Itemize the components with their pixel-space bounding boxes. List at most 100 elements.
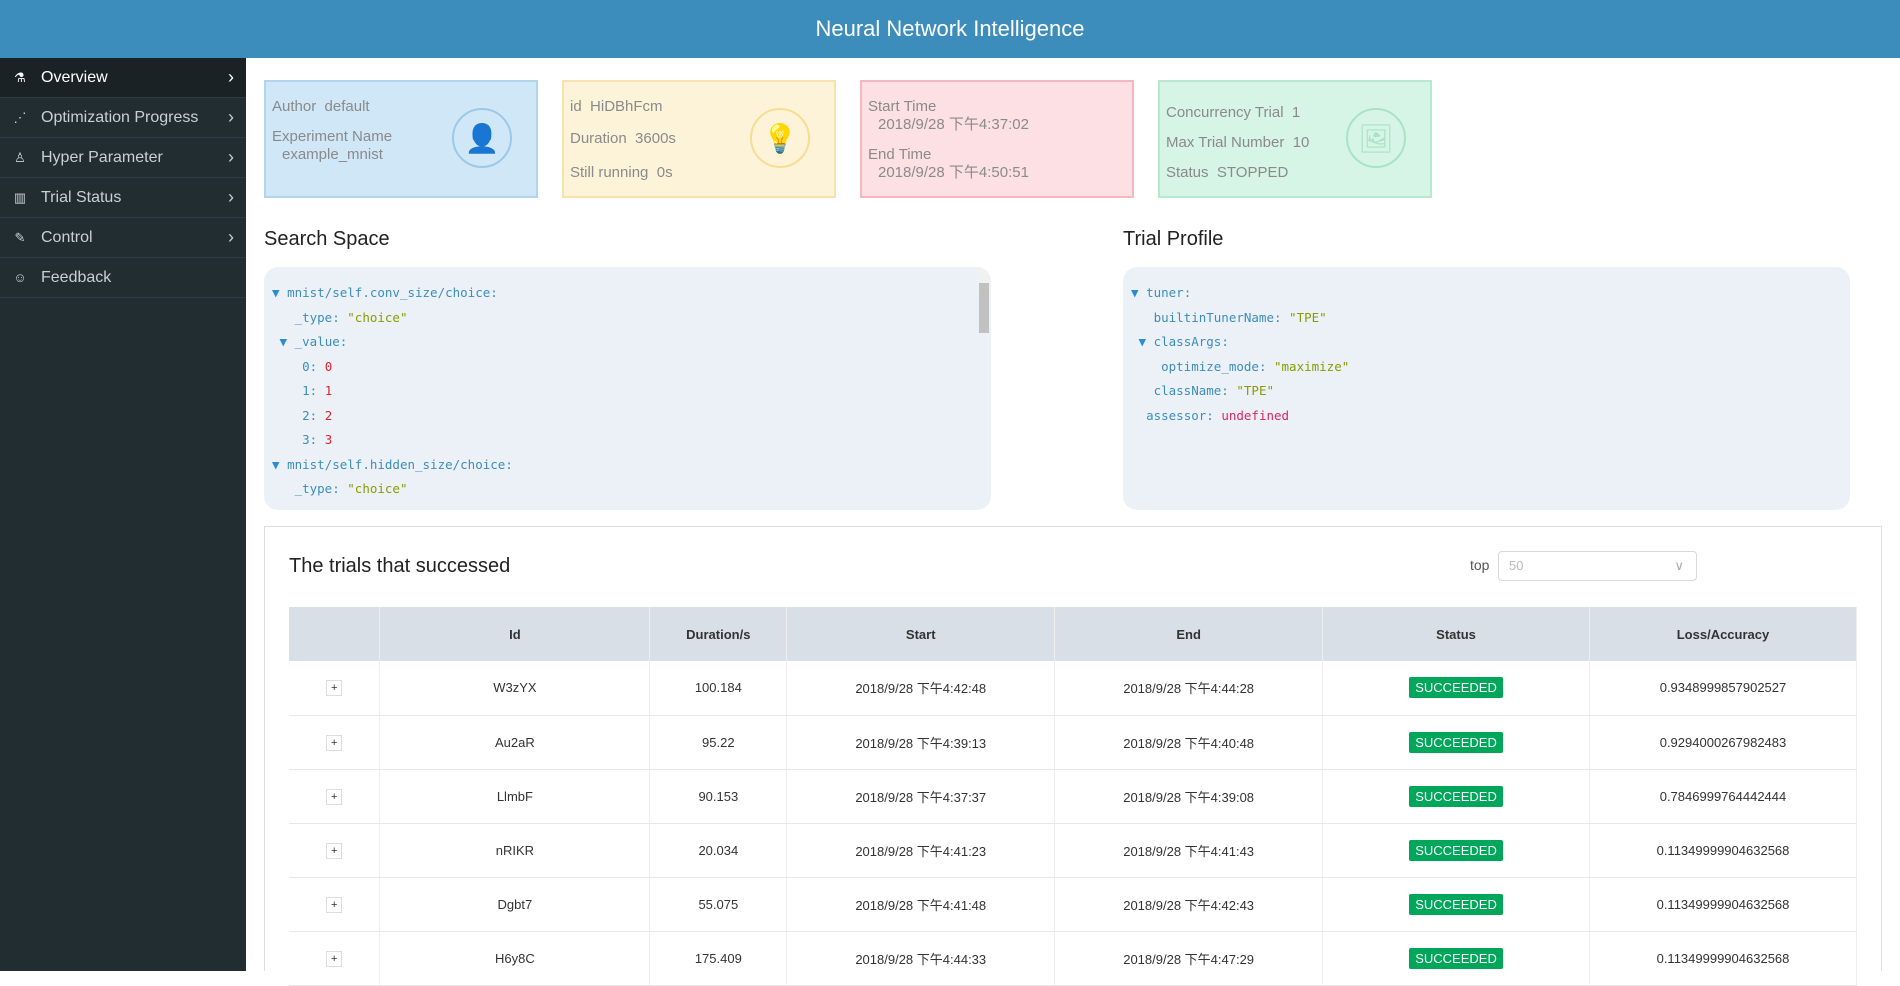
concurrency-label: Concurrency Trial [1166, 104, 1284, 121]
author-card: Author default Experiment Name example_m… [264, 80, 538, 198]
author-value: default [324, 98, 370, 115]
table-cell: + [289, 877, 381, 932]
table-cell: 0.11349999904632568 [1589, 823, 1858, 878]
table-cell: SUCCEEDED [1322, 931, 1590, 986]
succeeded-trials-panel: The trials that successed top 50 ∨ Id Dura… [264, 526, 1882, 986]
table-row: + W3zYX 100.184 2018/9/28 下午4:42:48 2018/9/2… [289, 661, 1858, 716]
expand-button[interactable]: + [326, 950, 343, 967]
table-cell: SUCCEEDED [1322, 769, 1590, 824]
top-label: top [1470, 557, 1490, 573]
chevron-down-icon: ∨ [1674, 558, 1684, 573]
sidebar-item-label: Control [41, 228, 93, 246]
table-cell: 20.034 [649, 823, 788, 878]
max-trial-value: 10 [1292, 134, 1310, 151]
table-cell: + [289, 661, 381, 716]
table-cell: + [289, 823, 381, 878]
sidebar-item-feedback[interactable]: ☺ Feedback [0, 258, 246, 298]
table-cell: 0.11349999904632568 [1589, 931, 1858, 986]
column-header: Duration/s [649, 607, 788, 661]
top-select-value: 50 [1509, 558, 1524, 573]
table-cell: 2018/9/28 下午4:39:13 [786, 715, 1056, 770]
table-row: + Dgbt7 55.075 2018/9/28 下午4:41:48 2018/9/28… [289, 877, 1858, 932]
table-cell: 95.22 [649, 715, 788, 770]
search-space-json[interactable]: ▼ mnist/self.conv_size/choice: _type: "c… [264, 267, 991, 510]
table-cell: SUCCEEDED [1322, 823, 1590, 878]
trials-table: Id Duration/s Start End Status Loss/Accuracy … [289, 607, 1858, 986]
expand-button[interactable]: + [326, 842, 343, 859]
column-header: Id [379, 607, 651, 661]
trials-title: The trials that successed [289, 555, 511, 577]
top-select[interactable]: 50 ∨ [1498, 551, 1697, 581]
image-icon: 🖼 [1346, 108, 1406, 168]
time-card: Start Time 2018/9/28 下午4:37:02 End Time … [860, 80, 1134, 198]
sidebar-item-trial-status[interactable]: ▥ Trial Status › [0, 178, 246, 218]
table-cell: 2018/9/28 下午4:42:43 [1054, 877, 1324, 932]
table-cell: 100.184 [649, 661, 788, 716]
table-cell: SUCCEEDED [1322, 661, 1590, 716]
table-cell: LlmbF [379, 769, 651, 824]
still-running-value: 0s [656, 164, 673, 181]
chevron-right-icon: › [228, 227, 234, 247]
expand-button[interactable]: + [326, 734, 343, 751]
table-cell: 90.153 [649, 769, 788, 824]
flask-icon: ⚗ [14, 69, 26, 85]
sidebar: ⚗ Overview › ⋰ Optimization Progress › ♙ Hyper … [0, 58, 246, 971]
expand-button[interactable]: + [326, 896, 343, 913]
experiment-name-value: example_mnist [282, 146, 383, 163]
trial-profile-title: Trial Profile [1123, 228, 1224, 250]
experiment-name-label: Experiment Name [272, 128, 393, 145]
table-cell: Dgbt7 [379, 877, 651, 932]
lightbulb-icon: 💡 [750, 108, 810, 168]
app-header: Neural Network Intelligence [0, 0, 1900, 58]
id-label: id [570, 98, 582, 115]
table-cell: W3zYX [379, 661, 651, 716]
scatter-chart-icon: ⋰ [13, 109, 27, 125]
table-cell: 2018/9/28 下午4:39:08 [1054, 769, 1324, 824]
table-cell: 2018/9/28 下午4:41:48 [786, 877, 1056, 932]
status-label: Status [1166, 164, 1209, 181]
table-row: + Au2aR 95.22 2018/9/28 下午4:39:13 2018/9/28 … [289, 715, 1858, 770]
table-cell: SUCCEEDED [1322, 877, 1590, 932]
end-time-value: 2018/9/28 下午4:50:51 [878, 164, 1029, 181]
column-header: Start [786, 607, 1056, 661]
table-row: + LlmbF 90.153 2018/9/28 下午4:37:37 2018/9/28… [289, 769, 1858, 824]
sidebar-item-control[interactable]: ✎ Control › [0, 218, 246, 258]
table-cell: H6y8C [379, 931, 651, 986]
bar-chart-icon: ▥ [13, 189, 27, 205]
table-cell: SUCCEEDED [1322, 715, 1590, 770]
table-cell: 2018/9/28 下午4:47:29 [1054, 931, 1324, 986]
table-cell: 0.9294000267982483 [1589, 715, 1858, 770]
search-space-title: Search Space [264, 228, 390, 250]
table-cell: 2018/9/28 下午4:40:48 [1054, 715, 1324, 770]
id-card: id HiDBhFcm Duration 3600s Still running… [562, 80, 836, 198]
author-label: Author [272, 98, 317, 115]
sidebar-item-optimization-progress[interactable]: ⋰ Optimization Progress › [0, 98, 246, 138]
chevron-right-icon: › [228, 187, 234, 207]
table-cell: 0.9348999857902527 [1589, 661, 1858, 716]
status-badge: SUCCEEDED [1409, 839, 1503, 861]
start-time-value: 2018/9/28 下午4:37:02 [878, 116, 1029, 133]
status-badge: SUCCEEDED [1409, 893, 1503, 915]
status-value: STOPPED [1216, 164, 1289, 181]
edit-icon: ✎ [14, 229, 26, 245]
table-cell: 55.075 [649, 877, 788, 932]
scrollbar-thumb[interactable] [979, 283, 989, 333]
table-cell: 2018/9/28 下午4:42:48 [786, 661, 1056, 716]
id-value: HiDBhFcm [590, 98, 663, 115]
expand-button[interactable]: + [326, 788, 343, 805]
trial-profile-json[interactable]: ▼ tuner: builtinTunerName: "TPE" ▼ class… [1123, 267, 1850, 510]
scrollbar[interactable] [977, 267, 991, 333]
status-badge: SUCCEEDED [1409, 785, 1503, 807]
chevron-right-icon: › [228, 147, 234, 167]
sidebar-item-overview[interactable]: ⚗ Overview › [0, 58, 246, 98]
sidebar-item-hyper-parameter[interactable]: ♙ Hyper Parameter › [0, 138, 246, 178]
chevron-right-icon: › [228, 107, 234, 127]
sidebar-item-label: Overview [41, 68, 108, 86]
still-running-label: Still running [570, 164, 649, 181]
expand-button[interactable]: + [326, 680, 343, 697]
sidebar-item-label: Optimization Progress [41, 108, 199, 126]
sidebar-item-label: Trial Status [41, 188, 122, 206]
status-badge: SUCCEEDED [1409, 947, 1503, 969]
table-cell: Au2aR [379, 715, 651, 770]
chevron-right-icon: › [228, 67, 234, 87]
